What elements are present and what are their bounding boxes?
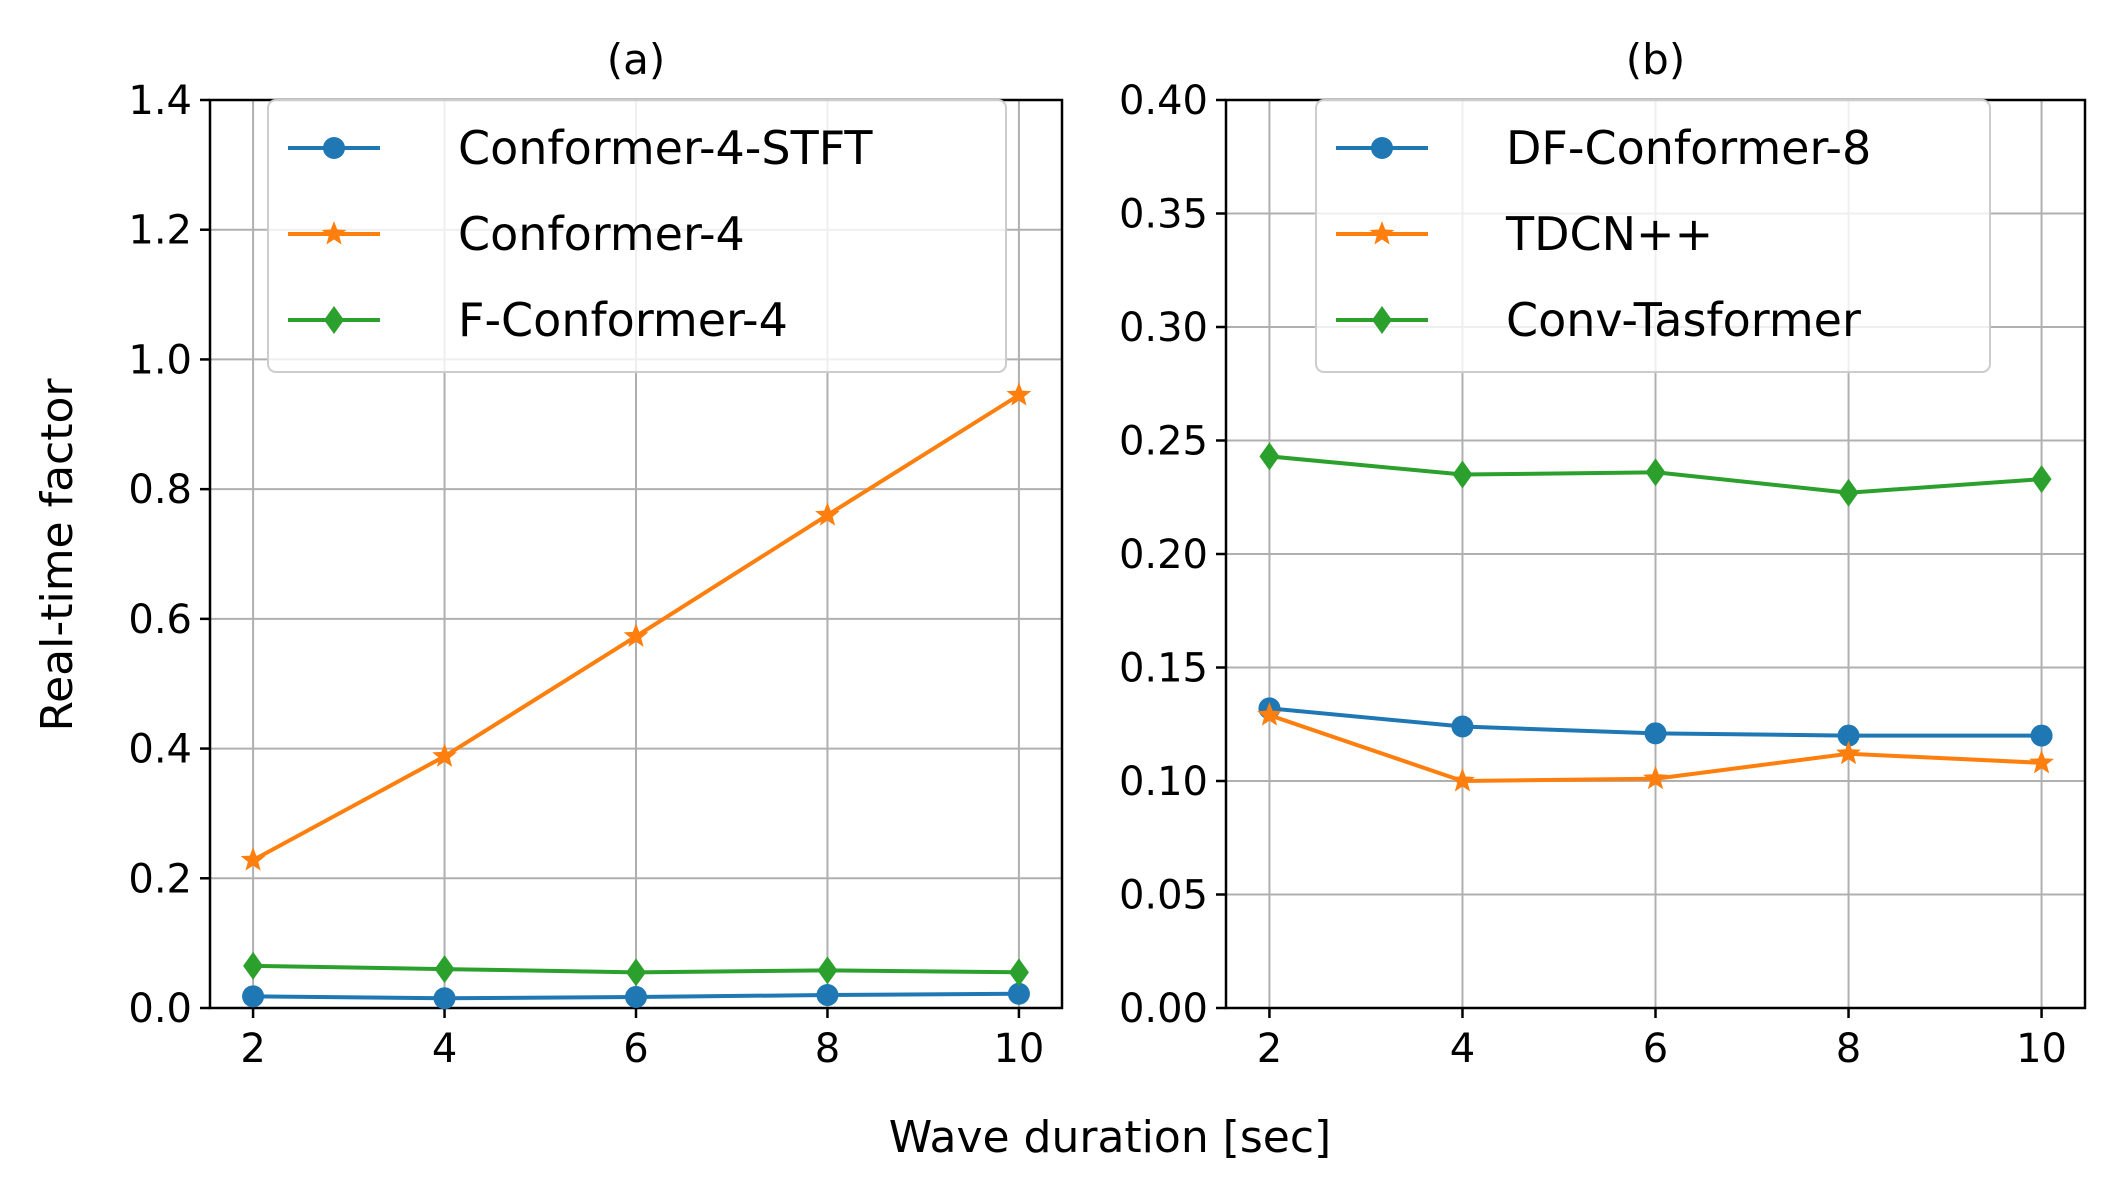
legend-label: TDCN++ xyxy=(1505,207,1713,261)
data-point xyxy=(1006,382,1032,406)
x-tick-label: 8 xyxy=(1836,1026,1861,1072)
y-tick-label: 0.20 xyxy=(1119,532,1208,578)
x-axis-label: Wave duration [sec] xyxy=(889,1112,1331,1163)
data-point xyxy=(1450,768,1475,792)
legend-label: Conformer-4-STFT xyxy=(458,121,873,175)
series-TDCN++ xyxy=(1257,702,2054,792)
y-tick-label: 1.4 xyxy=(128,78,192,124)
data-point xyxy=(2030,724,2053,747)
data-point xyxy=(432,743,457,767)
x-tick-label: 6 xyxy=(1643,1026,1668,1072)
y-tick-label: 0.35 xyxy=(1119,192,1208,238)
series-F-Conformer-4 xyxy=(243,951,1029,987)
x-tick-label: 10 xyxy=(993,1026,1044,1072)
legend-frame xyxy=(267,99,1007,373)
y-tick-label: 0.2 xyxy=(128,856,192,902)
legend: DF-Conformer-8 TDCN++ Conv-Tasformer xyxy=(1315,99,1991,373)
data-point xyxy=(1257,702,1282,726)
data-point xyxy=(1645,458,1666,487)
panel-title: (a) xyxy=(607,35,666,84)
legend-entry: F-Conformer-4 xyxy=(288,293,788,347)
data-point xyxy=(433,987,456,1010)
y-tick-label: 1.0 xyxy=(128,337,192,383)
y-tick-label: 0.0 xyxy=(128,986,192,1032)
y-tick-label: 0.4 xyxy=(128,727,192,773)
data-point xyxy=(626,958,646,987)
x-tick-label: 6 xyxy=(623,1026,648,1072)
data-point xyxy=(815,502,840,526)
data-point xyxy=(1836,740,1861,765)
data-point xyxy=(1644,722,1667,745)
legend-marker xyxy=(1372,306,1392,334)
data-point xyxy=(2031,465,2052,494)
legend-entry: TDCN++ xyxy=(1336,207,1713,261)
data-point xyxy=(242,985,265,1008)
series-Conformer-4 xyxy=(240,382,1032,871)
data-point xyxy=(243,951,264,980)
legend-marker xyxy=(1369,221,1395,245)
legend-marker xyxy=(323,137,345,159)
legend-marker xyxy=(1371,137,1393,159)
y-tick-label: 0.8 xyxy=(128,467,192,513)
y-tick-label: 0.6 xyxy=(128,597,192,643)
y-tick-label: 0.05 xyxy=(1119,873,1208,919)
data-point xyxy=(240,847,266,871)
data-point xyxy=(817,956,838,985)
y-tick-label: 0.15 xyxy=(1119,646,1208,692)
data-point xyxy=(1008,958,1029,987)
legend-label: F-Conformer-4 xyxy=(458,293,788,347)
data-point xyxy=(623,623,649,647)
data-point xyxy=(1838,478,1859,507)
y-tick-label: 0.25 xyxy=(1119,419,1208,465)
panel-a: 2 4 6 8 10 0.0 0.2 0.4 0.6 0.8 1.0 1.2 1.4 (a) Conform… xyxy=(128,35,1064,1072)
y-tick-label: 1.2 xyxy=(128,208,192,254)
data-point xyxy=(1451,715,1474,738)
legend-label: Conformer-4 xyxy=(458,207,745,261)
data-point xyxy=(1259,442,1280,471)
data-point xyxy=(625,985,647,1008)
legend-frame xyxy=(1315,99,1991,373)
data-point xyxy=(1452,460,1473,489)
y-axis-label: Real-time factor xyxy=(32,378,83,732)
series-Conformer-4-STFT xyxy=(242,982,1030,1010)
x-tick-label: 2 xyxy=(1257,1026,1282,1072)
y-tick-label: 0.30 xyxy=(1119,305,1208,351)
y-tick-label: 0.40 xyxy=(1119,78,1208,124)
x-tick-label: 4 xyxy=(432,1026,457,1072)
data-point xyxy=(1643,765,1668,790)
data-point xyxy=(2029,749,2054,774)
data-point xyxy=(816,984,839,1007)
y-tick-label: 0.10 xyxy=(1119,759,1208,805)
legend-entry: Conformer-4 xyxy=(288,207,745,261)
y-tick-label: 0.00 xyxy=(1119,986,1208,1032)
panel-b: 2 4 6 8 10 0.00 0.05 0.10 0.15 0.20 0.25 0.30 0.35 0.… xyxy=(1119,35,2087,1072)
legend-label: Conv-Tasformer xyxy=(1506,293,1861,347)
x-tick-label: 4 xyxy=(1450,1026,1475,1072)
x-tick-label: 2 xyxy=(240,1026,265,1072)
legend-label: DF-Conformer-8 xyxy=(1506,121,1871,175)
x-tick-label: 10 xyxy=(2016,1026,2067,1072)
legend-entry: Conv-Tasformer xyxy=(1336,293,1861,347)
data-point xyxy=(434,955,455,984)
legend: Conformer-4-STFT Conformer-4 F-Conformer-4 xyxy=(267,99,1007,373)
data-point xyxy=(1007,982,1030,1005)
legend-marker xyxy=(324,306,344,334)
legend-entry: Conformer-4-STFT xyxy=(288,121,873,175)
series-Conv-Tasformer xyxy=(1259,442,2052,507)
x-tick-label: 8 xyxy=(815,1026,840,1072)
panel-title: (b) xyxy=(1626,35,1685,84)
legend-marker xyxy=(321,221,347,245)
legend-entry: DF-Conformer-8 xyxy=(1336,121,1871,175)
data-point xyxy=(1837,724,1860,747)
